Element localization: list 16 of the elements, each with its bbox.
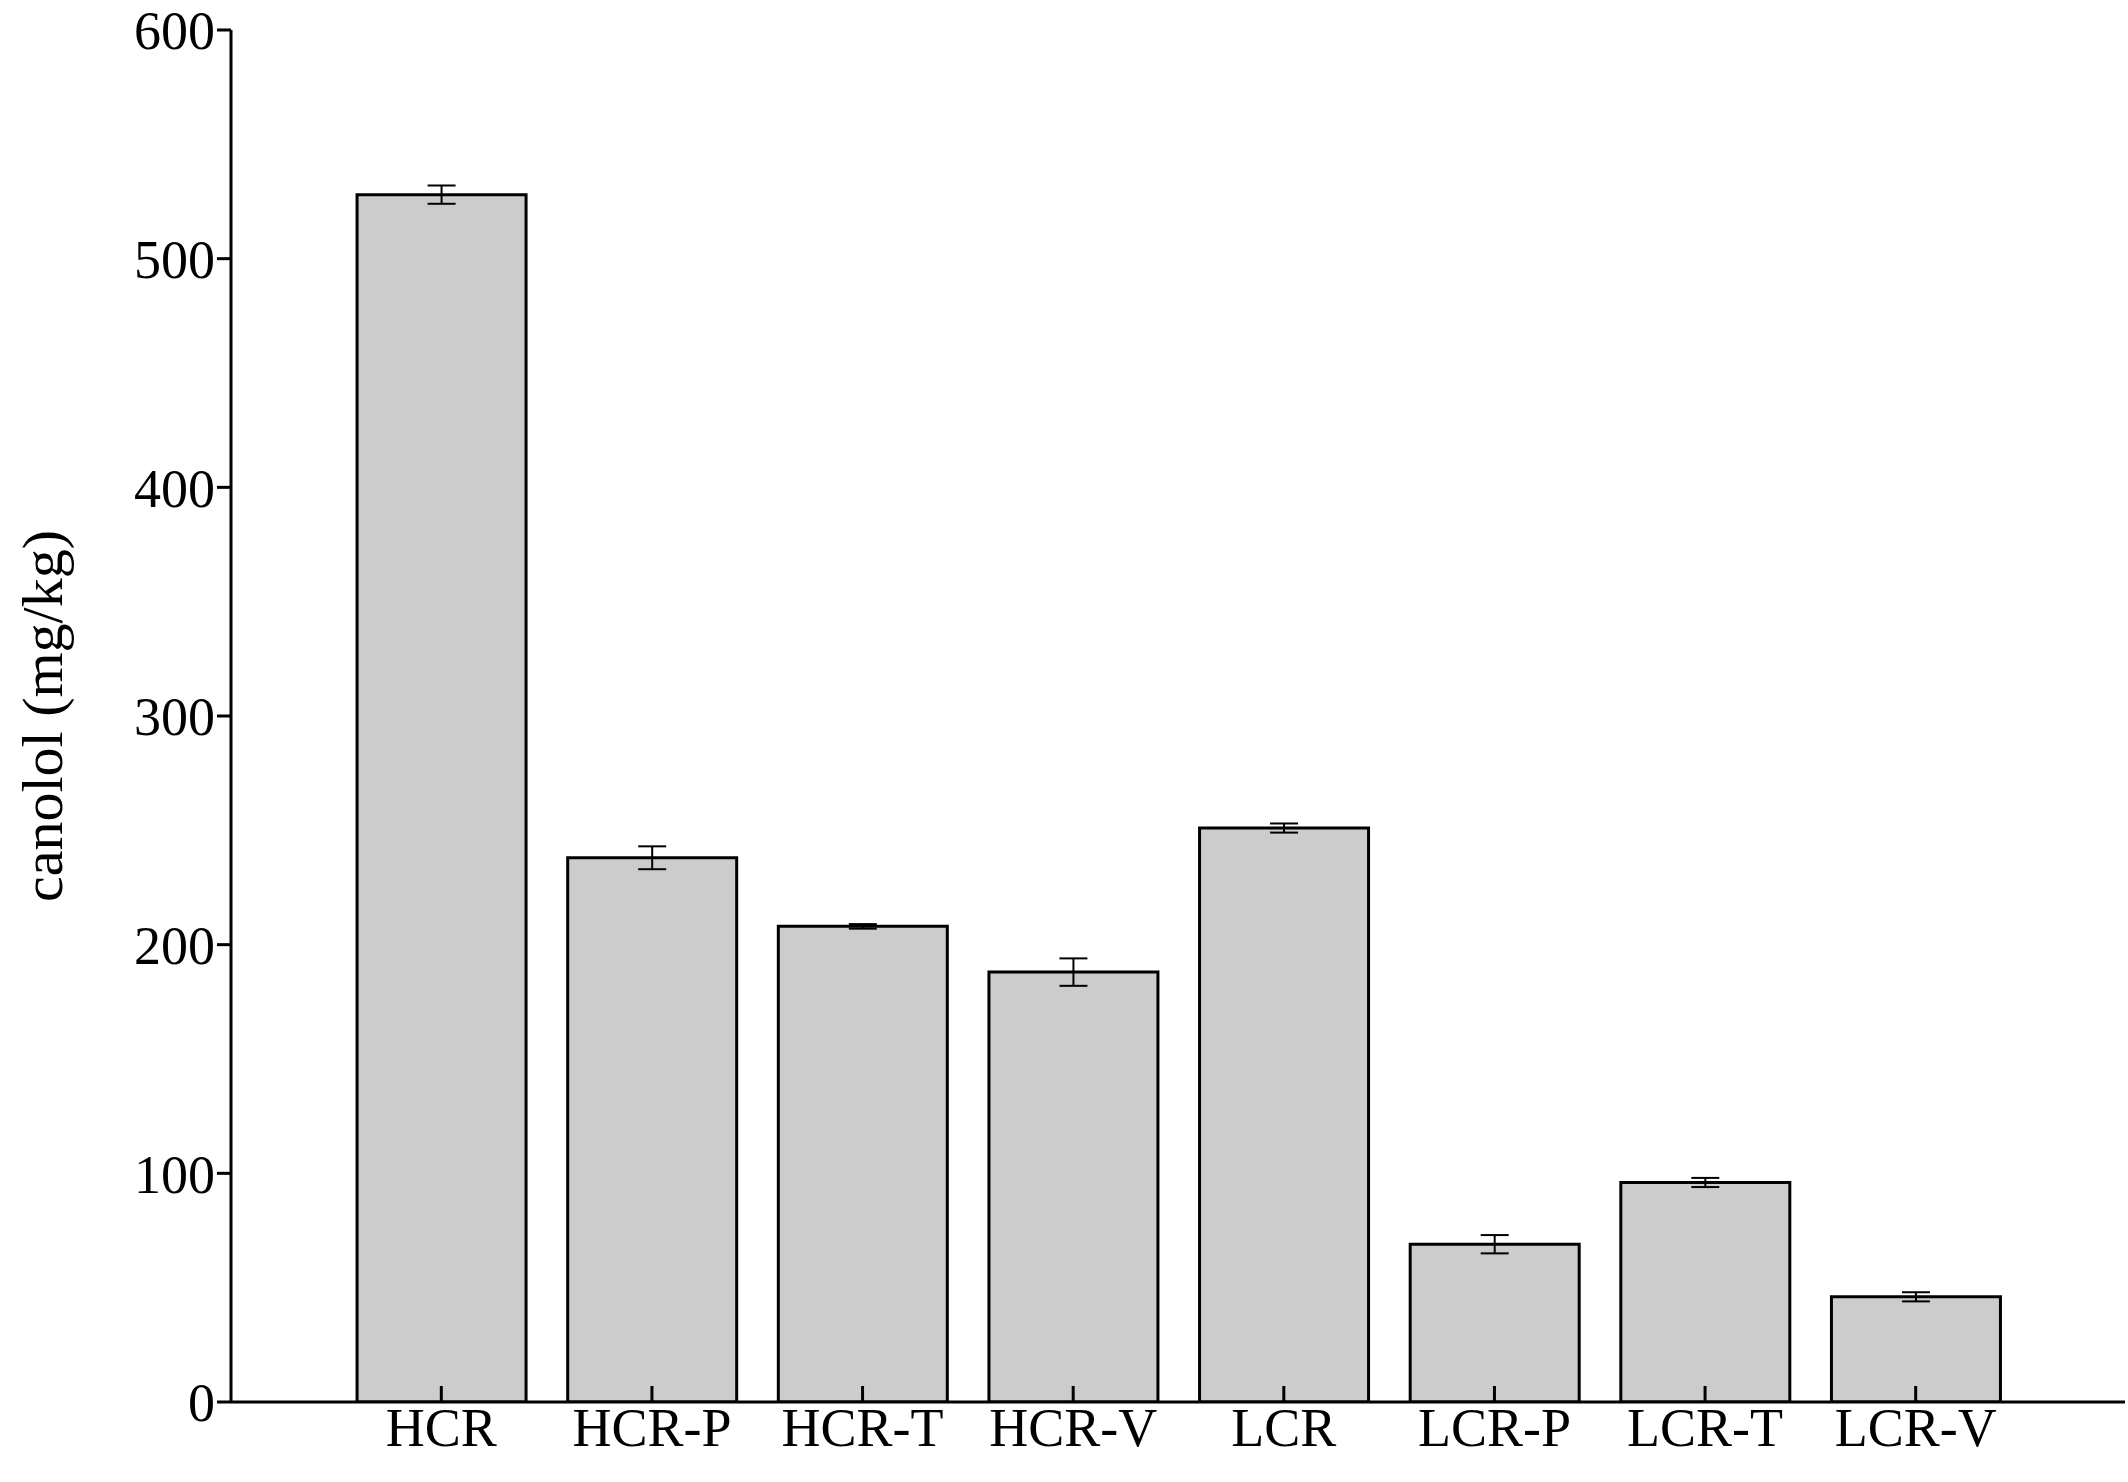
x-tick-label: LCR-T (1627, 1398, 1784, 1459)
x-tick-label: LCR-V (1834, 1398, 1997, 1459)
x-tick-label: LCR-P (1417, 1398, 1571, 1459)
x-tick-label: HCR (385, 1398, 497, 1459)
y-tick-label: 400 (134, 458, 215, 519)
y-tick-label: 500 (134, 229, 215, 290)
y-tick-label: 300 (134, 687, 215, 748)
x-tick-label: HCR-V (989, 1398, 1158, 1459)
y-axis-title: canolol (mg/kg) (9, 529, 75, 903)
y-tick-label: 100 (134, 1144, 215, 1205)
y-tick-label: 200 (134, 915, 215, 976)
x-tick-label: HCR-P (572, 1398, 732, 1459)
x-tick-label: LCR (1231, 1398, 1337, 1459)
y-tick-label: 600 (134, 1, 215, 62)
x-tick-label: HCR-T (781, 1398, 944, 1459)
y-tick-label: 0 (188, 1373, 215, 1434)
